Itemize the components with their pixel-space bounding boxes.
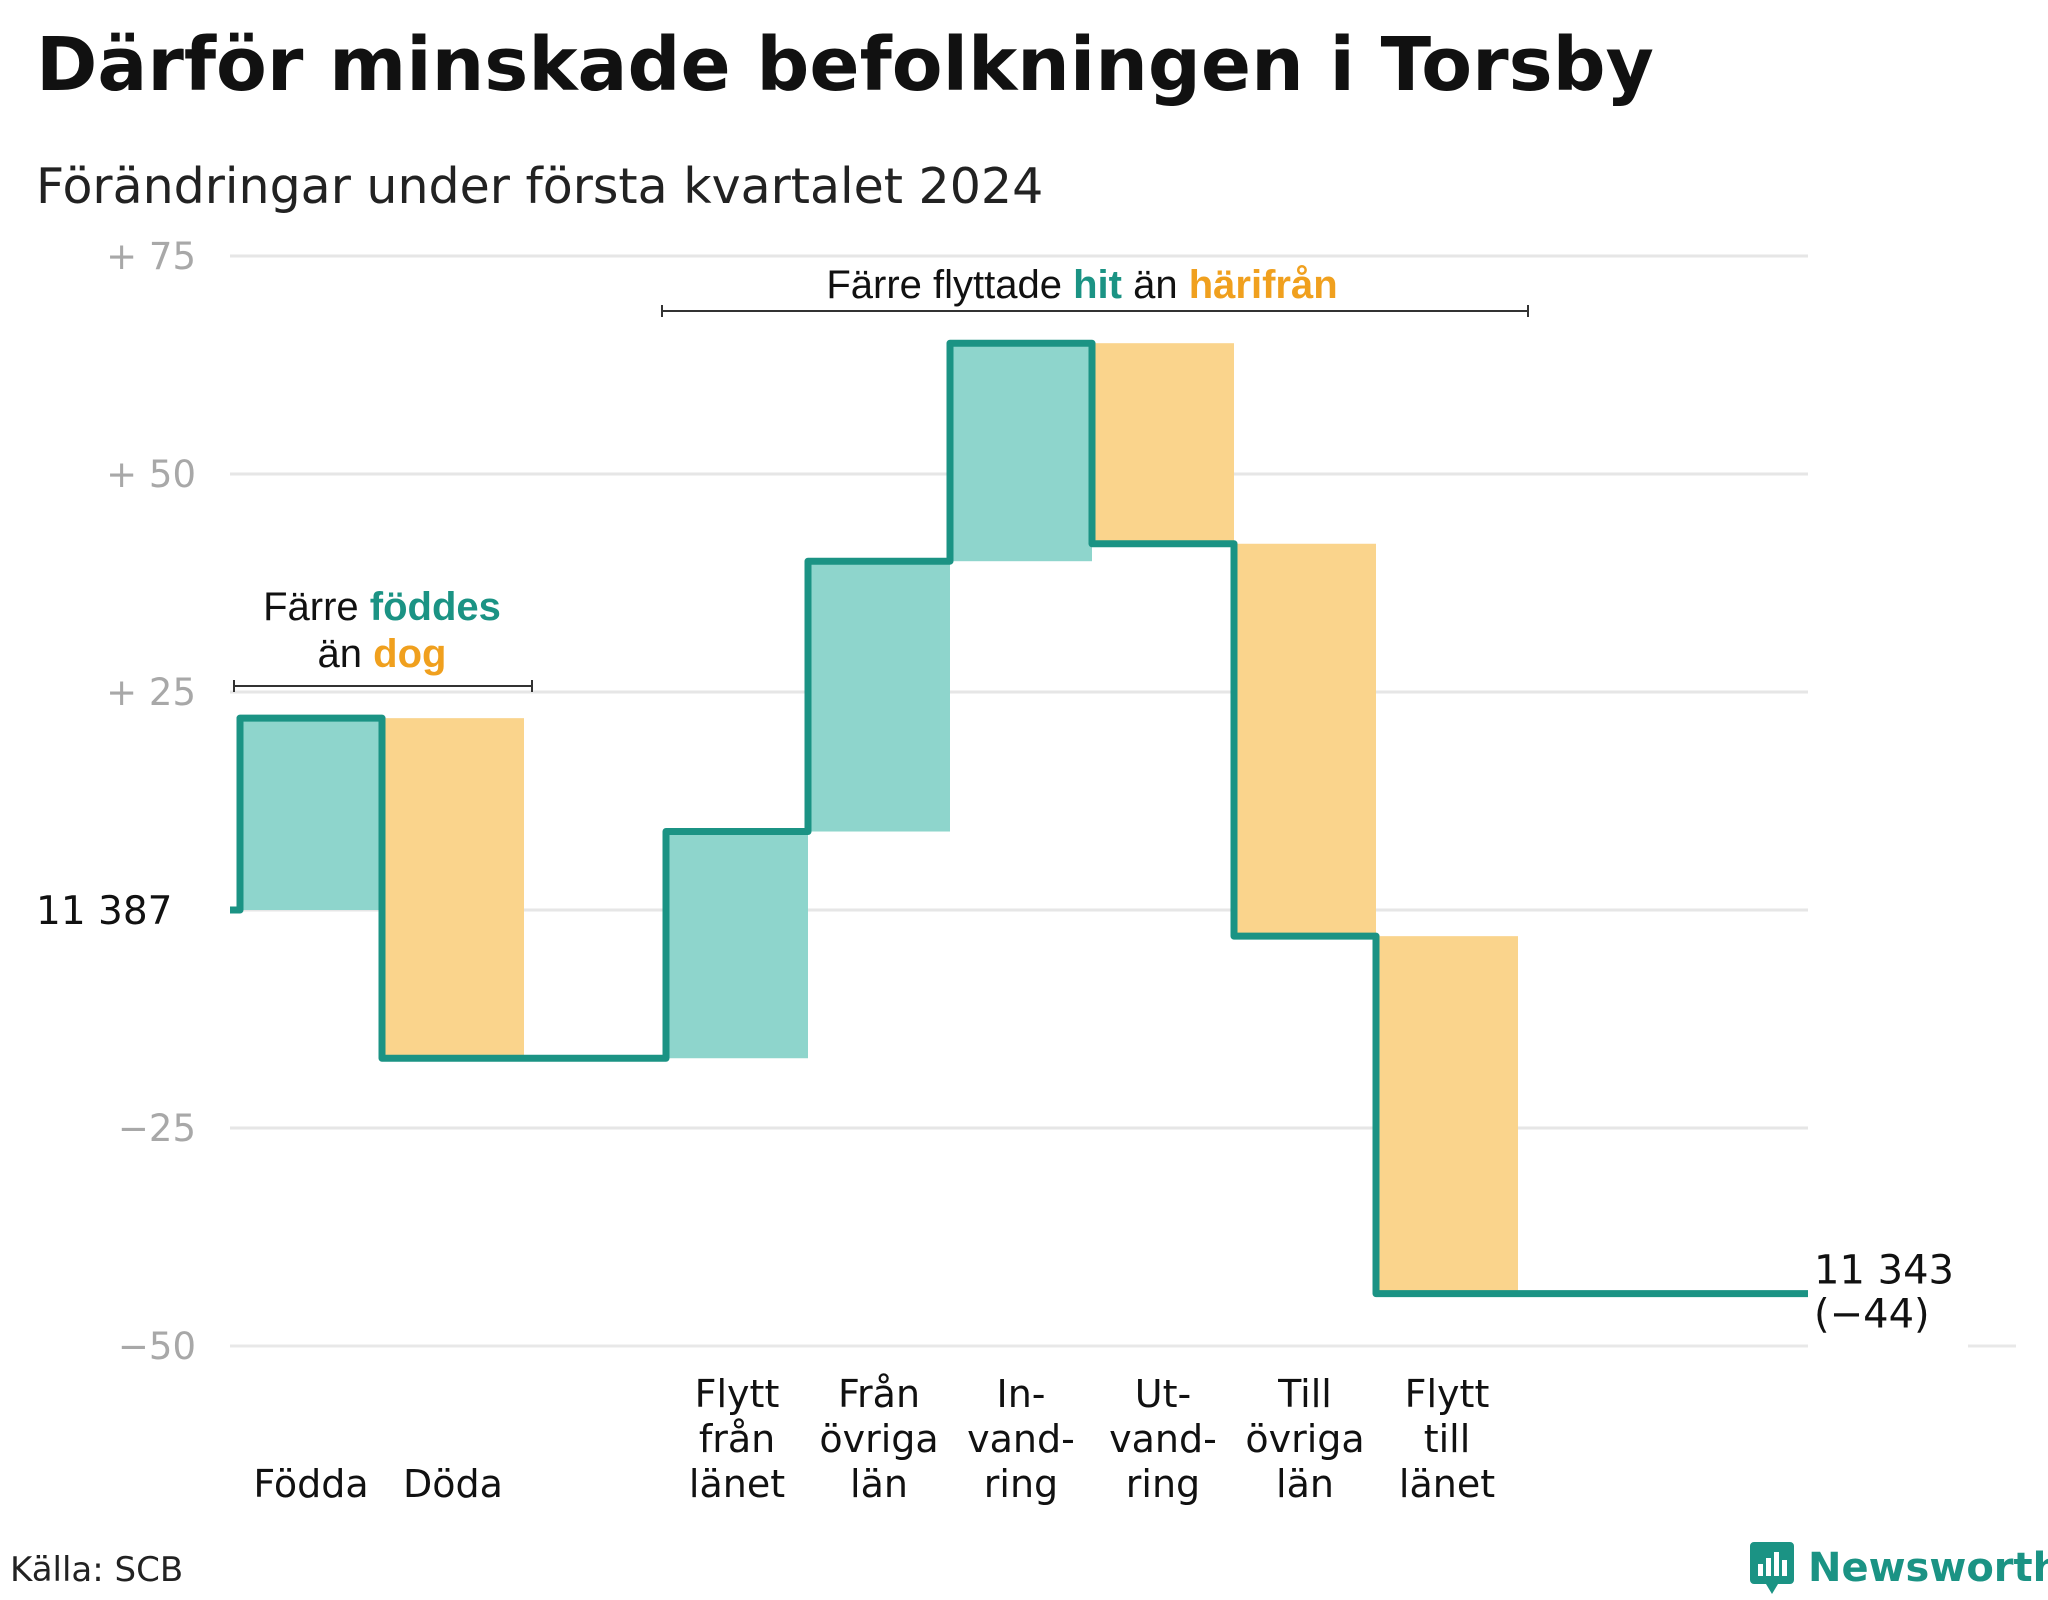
increase-bar [808, 561, 950, 832]
x-tick-label: Ut- [1135, 1372, 1191, 1416]
end-labels: 11 387 11 343(−44) [36, 889, 1968, 1352]
x-tick-label: Flytt [695, 1372, 780, 1416]
annotation-part: Färre [263, 585, 370, 629]
x-tick-label: Födda [253, 1462, 368, 1506]
y-tick-label: −50 [118, 1325, 196, 1368]
annotation-text: Färre föddes [263, 585, 501, 629]
annotation-part: föddes [370, 585, 501, 629]
decrease-bar [382, 718, 524, 1059]
annotation-part: än [1122, 263, 1189, 307]
source-note: Källa: SCB [10, 1550, 184, 1590]
increase-bar [666, 831, 808, 1059]
annotation-part: härifrån [1189, 263, 1338, 307]
newsworthy-logo-icon [1750, 1542, 1794, 1594]
end-change-label: (−44) [1814, 1292, 1930, 1338]
brand-logo[interactable]: Newsworthy [1748, 1540, 2048, 1596]
x-tick-label: övriga [1245, 1417, 1364, 1461]
x-tick-label: ring [1126, 1462, 1200, 1506]
x-tick-label: Döda [403, 1462, 503, 1506]
annotation-part: dog [373, 632, 446, 676]
chart-title: Därför minskade befolkningen i Torsby [36, 22, 1654, 108]
x-tick-label: ring [984, 1462, 1058, 1506]
x-tick-label: vand- [967, 1417, 1075, 1461]
y-tick-label: + 25 [106, 671, 196, 714]
y-tick-label: + 75 [106, 235, 196, 278]
annotation-part: än [318, 632, 374, 676]
y-tick-labels: + 75 + 50 + 25 −25 −50 [106, 235, 196, 1368]
end-label-background [1808, 1338, 1968, 1352]
x-tick-label: länet [1399, 1462, 1495, 1506]
end-value-label: 11 343 [1814, 1248, 1954, 1294]
decrease-bar [1234, 543, 1376, 937]
brand-name: Newsworthy [1808, 1545, 2048, 1591]
y-tick-label: + 50 [106, 453, 196, 496]
decrease-bar [1376, 936, 1518, 1294]
x-tick-label: vand- [1109, 1417, 1217, 1461]
decrease-bar [1092, 343, 1234, 544]
chart-subtitle: Förändringar under första kvartalet 2024 [36, 158, 1044, 215]
x-tick-label: från [699, 1417, 775, 1461]
x-tick-label: län [1276, 1462, 1334, 1506]
annotation-part: hit [1073, 263, 1122, 307]
gridlines [230, 254, 2016, 1348]
x-tick-label: övriga [819, 1417, 938, 1461]
x-tick-label: Till [1277, 1372, 1332, 1416]
cumulative-line [230, 339, 1808, 1298]
bars [230, 339, 1808, 1298]
y-tick-label: −25 [118, 1107, 196, 1150]
start-value-label: 11 387 [36, 889, 172, 934]
x-tick-labels: Födda DödaFlyttfrånlänetFrånövrigalänIn-v… [253, 1372, 1495, 1506]
annotation-text: än dog [318, 632, 447, 676]
x-tick-label: till [1424, 1417, 1471, 1461]
increase-bar [950, 343, 1092, 562]
x-tick-label: länet [689, 1462, 785, 1506]
annotation-part: Färre flyttade [826, 263, 1073, 307]
x-tick-label: In- [996, 1372, 1045, 1416]
x-tick-label: län [850, 1462, 908, 1506]
increase-bar [240, 718, 382, 910]
annotation-text: Färre flyttade hit än härifrån [826, 263, 1337, 307]
x-tick-label: Från [838, 1372, 920, 1416]
x-tick-label: Flytt [1405, 1372, 1490, 1416]
